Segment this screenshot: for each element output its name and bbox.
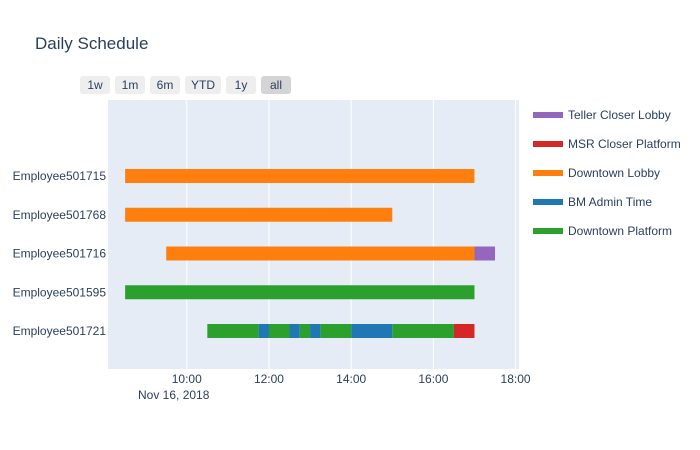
y-tick-labels: Employee501721 Employee501595 Employee5017… bbox=[13, 169, 107, 338]
y-tick-label: Employee501721 bbox=[13, 324, 107, 338]
task-bar[interactable] bbox=[207, 324, 258, 338]
task-bar[interactable] bbox=[454, 324, 475, 338]
legend-item[interactable]: Teller Closer Lobby bbox=[533, 108, 671, 122]
task-bar[interactable] bbox=[125, 169, 474, 183]
legend-item[interactable]: BM Admin Time bbox=[533, 195, 652, 209]
legend-swatch bbox=[533, 199, 563, 205]
y-tick-label: Employee501716 bbox=[13, 247, 107, 261]
legend-label: BM Admin Time bbox=[568, 195, 652, 209]
legend-item[interactable]: MSR Closer Platform bbox=[533, 137, 681, 151]
task-bar[interactable] bbox=[300, 324, 310, 338]
legend-label: Teller Closer Lobby bbox=[568, 108, 671, 122]
task-bar[interactable] bbox=[259, 324, 269, 338]
task-bar[interactable] bbox=[290, 324, 300, 338]
x-tick-labels: 10:00 12:00 14:00 16:00 18:00 bbox=[172, 372, 531, 386]
task-bar[interactable] bbox=[166, 247, 474, 261]
x-tick-label: 14:00 bbox=[336, 372, 366, 386]
legend-label: MSR Closer Platform bbox=[568, 137, 681, 151]
task-bar[interactable] bbox=[320, 324, 351, 338]
legend-swatch bbox=[533, 170, 563, 176]
x-tick-label: 16:00 bbox=[418, 372, 448, 386]
legend-item[interactable]: Downtown Platform bbox=[533, 224, 672, 238]
task-bar[interactable] bbox=[474, 247, 495, 261]
x-tick-label: 18:00 bbox=[501, 372, 531, 386]
task-bar[interactable] bbox=[269, 324, 290, 338]
task-bar[interactable] bbox=[310, 324, 320, 338]
legend[interactable]: Teller Closer Lobby MSR Closer Platform Do… bbox=[533, 108, 681, 238]
legend-swatch bbox=[533, 228, 563, 234]
x-tick-label: 12:00 bbox=[254, 372, 284, 386]
y-tick-label: Employee501595 bbox=[13, 285, 107, 299]
y-tick-label: Employee501768 bbox=[13, 208, 107, 222]
legend-item[interactable]: Downtown Lobby bbox=[533, 166, 660, 180]
legend-label: Downtown Platform bbox=[568, 224, 672, 238]
task-bar[interactable] bbox=[392, 324, 454, 338]
task-bar[interactable] bbox=[351, 324, 392, 338]
x-tick-label: 10:00 bbox=[172, 372, 202, 386]
task-bar[interactable] bbox=[125, 208, 392, 222]
task-bar[interactable] bbox=[125, 285, 474, 299]
legend-swatch bbox=[533, 112, 563, 118]
x-axis-date-label: Nov 16, 2018 bbox=[138, 388, 210, 402]
legend-label: Downtown Lobby bbox=[568, 166, 660, 180]
y-tick-label: Employee501715 bbox=[13, 169, 107, 183]
legend-swatch bbox=[533, 141, 563, 147]
